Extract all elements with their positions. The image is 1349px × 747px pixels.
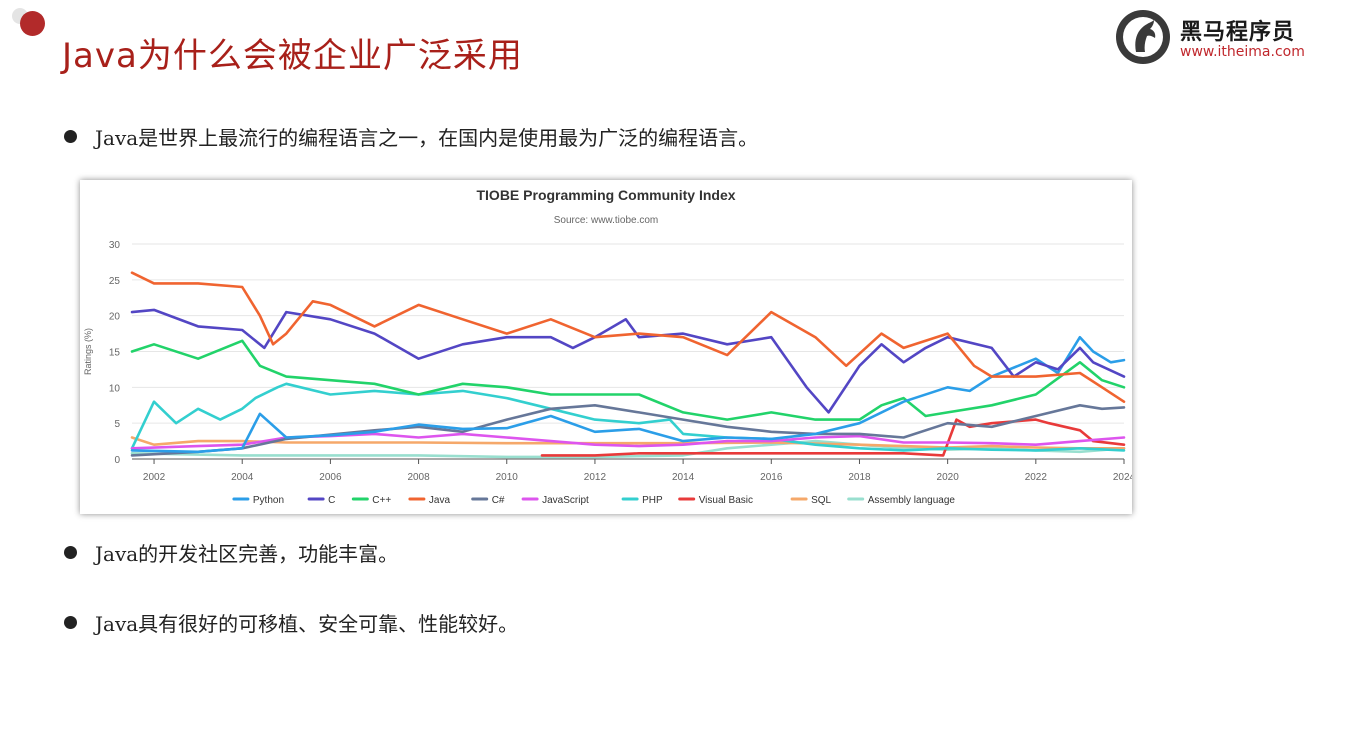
bullet-item: Java具有很好的可移植、安全可靠、性能较好。: [64, 608, 518, 637]
chart-subtitle: Source: www.tiobe.com: [554, 215, 659, 226]
legend-item: Assembly language: [868, 495, 956, 506]
bullet-dot: [64, 616, 77, 629]
x-tick-label: 2024: [1113, 472, 1132, 483]
brand-logo: 黑马程序员 www.itheima.com: [1114, 8, 1314, 68]
y-tick-label: 15: [109, 348, 121, 359]
x-tick-label: 2008: [407, 472, 430, 483]
legend-item: C#: [492, 495, 505, 506]
bullet-item: Java是世界上最流行的编程语言之一，在国内是使用最为广泛的编程语言。: [64, 122, 758, 151]
bullet-item: Java的开发社区完善，功能丰富。: [64, 538, 398, 567]
horse-logo-icon: [1116, 10, 1170, 64]
x-tick-label: 2006: [319, 472, 342, 483]
x-tick-label: 2002: [143, 472, 166, 483]
y-tick-label: 25: [109, 276, 121, 287]
x-tick-label: 2018: [848, 472, 871, 483]
bullet-dot: [64, 130, 77, 143]
x-tick-label: 2022: [1025, 472, 1048, 483]
bullet-text: Java的开发社区完善，功能丰富。: [95, 542, 399, 566]
x-tick-label: 2016: [760, 472, 783, 483]
legend-item: C: [328, 495, 335, 506]
series-line-c-: [130, 339, 1126, 421]
y-axis-label: Ratings (%): [83, 328, 93, 375]
brand-url: www.itheima.com: [1180, 44, 1305, 60]
y-tick-label: 20: [109, 312, 121, 323]
y-tick-label: 5: [114, 419, 120, 430]
legend-item: C++: [372, 495, 391, 506]
bullet-dot: [64, 546, 77, 559]
y-tick-label: 10: [109, 383, 121, 394]
decorative-red-dot: [20, 11, 45, 36]
legend-item: SQL: [811, 495, 831, 506]
legend-item: JavaScript: [542, 495, 589, 506]
y-tick-label: 30: [109, 240, 121, 251]
brand-name: 黑马程序员: [1180, 20, 1296, 45]
x-tick-label: 2010: [496, 472, 519, 483]
series-line-visual-basic: [540, 418, 1126, 457]
legend-item: Python: [253, 495, 284, 506]
x-tick-label: 2012: [584, 472, 607, 483]
chart-container: TIOBE Programming Community Index Source:…: [80, 180, 1132, 514]
legend-item: Java: [429, 495, 451, 506]
tiobe-line-chart: TIOBE Programming Community Index Source:…: [83, 187, 1132, 506]
legend-item: PHP: [642, 495, 663, 506]
series-line-java: [130, 271, 1126, 403]
x-tick-label: 2014: [672, 472, 695, 483]
slide-title: Java为什么会被企业广泛采用: [62, 36, 523, 76]
chart-title: TIOBE Programming Community Index: [476, 187, 735, 203]
x-tick-label: 2020: [937, 472, 960, 483]
series-line-c: [130, 308, 1126, 414]
x-tick-label: 2004: [231, 472, 254, 483]
legend-item: Visual Basic: [699, 495, 753, 506]
bullet-text: Java是世界上最流行的编程语言之一，在国内是使用最为广泛的编程语言。: [95, 126, 759, 150]
y-tick-label: 0: [114, 455, 120, 466]
bullet-text: Java具有很好的可移植、安全可靠、性能较好。: [95, 612, 519, 636]
series-line-sql: [130, 436, 1126, 450]
